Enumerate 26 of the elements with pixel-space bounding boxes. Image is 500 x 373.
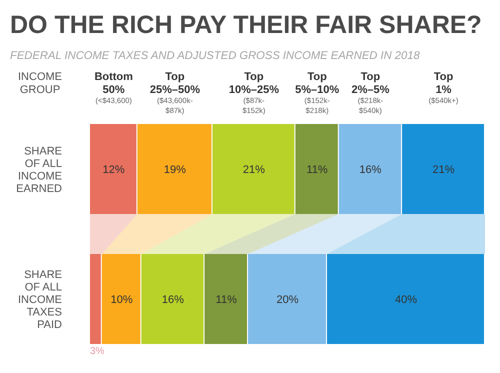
- data-label: 10%: [110, 294, 133, 306]
- text: Top 10%–25%: [228, 71, 280, 96]
- data-label: 21%: [432, 164, 455, 176]
- bar: [90, 254, 101, 344]
- data-label: 19%: [164, 164, 186, 176]
- text: Top 1%: [434, 71, 454, 96]
- data-label: 21%: [242, 164, 266, 176]
- chart-title: DO THE RICH PAY THEIR FAIR SHARE?: [10, 11, 482, 39]
- data-label: 16%: [162, 294, 184, 306]
- data-label: 3%: [90, 346, 105, 357]
- y-tick-label: SHARE OF ALL INCOME TAXES PAID: [18, 269, 62, 331]
- data-label: 40%: [394, 294, 418, 306]
- text: Top 25%–50%: [150, 71, 200, 96]
- data-label: 11%: [216, 294, 238, 306]
- data-label: 20%: [276, 294, 299, 306]
- text: Top 2%–5%: [351, 71, 390, 96]
- text: Top 5%–10%: [295, 71, 340, 96]
- y-tick-label: SHARE OF ALL INCOME EARNED: [16, 145, 62, 195]
- chart-subtitle: FEDERAL INCOME TAXES AND ADJUSTED GROSS INCOME EARNED IN 2018: [10, 50, 420, 62]
- text: Bottom 50%: [94, 71, 134, 96]
- bar: [204, 254, 247, 344]
- bar: [295, 124, 338, 214]
- data-label: 16%: [359, 164, 382, 176]
- legend-title: INCOME GROUP: [18, 71, 62, 96]
- data-label: 11%: [306, 164, 328, 176]
- data-label: 12%: [102, 164, 125, 176]
